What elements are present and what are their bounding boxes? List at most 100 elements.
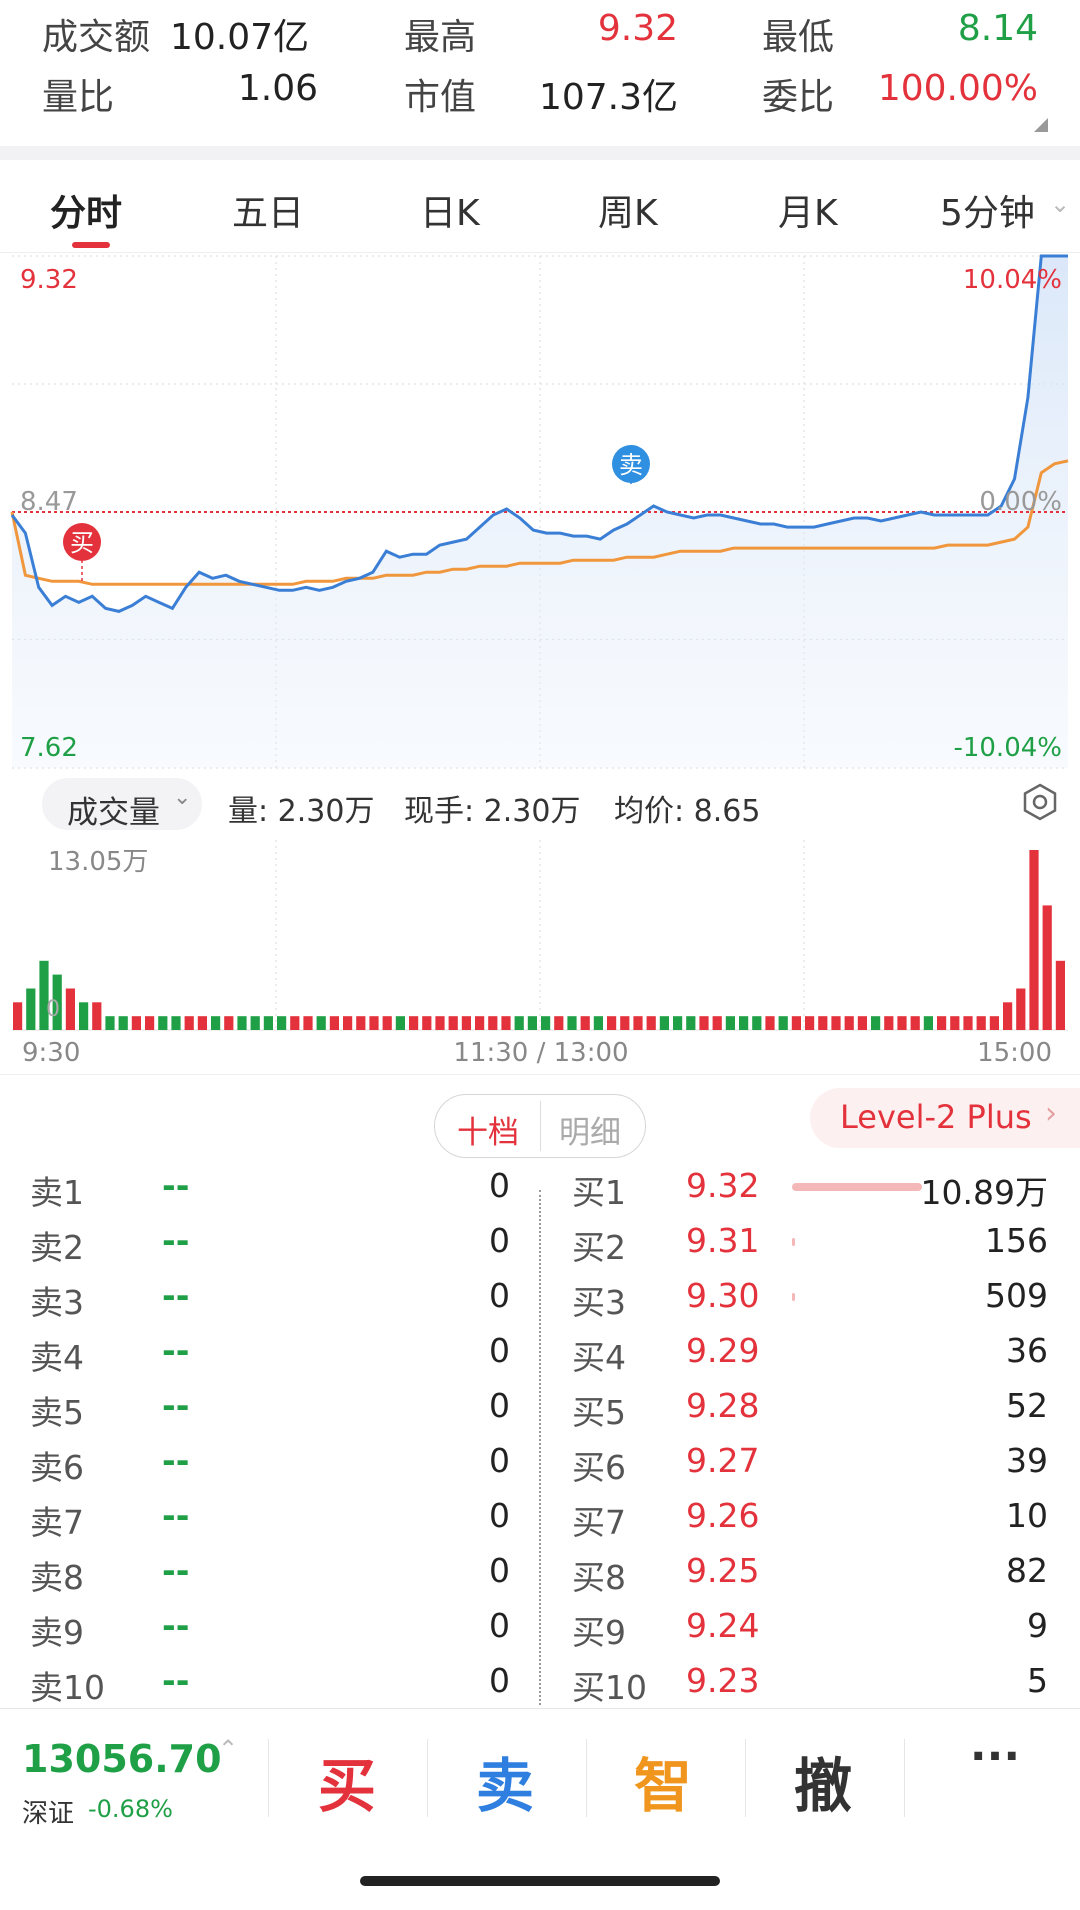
price-area-fill: [12, 256, 1068, 768]
volume-bar: [92, 1002, 102, 1030]
divider: [904, 1739, 905, 1817]
order-ratio-label: 委比: [762, 77, 835, 118]
high-label: 最高: [404, 17, 477, 58]
volume-bar: [224, 1016, 234, 1030]
market-cap-label: 市值: [404, 77, 477, 118]
tab-five-minute[interactable]: 5分钟: [940, 193, 1035, 234]
buy-level-price: 9.25: [686, 1551, 760, 1590]
volume-bar: [26, 988, 36, 1030]
divider: [427, 1739, 428, 1817]
volume-bar: [699, 1016, 709, 1030]
sell-level-qty: 0: [489, 1276, 510, 1315]
volume-bar: [976, 1016, 986, 1030]
chevron-down-icon: ⌄: [173, 785, 192, 810]
sell-level-label: 卖3: [30, 1283, 84, 1322]
sell-level-label: 卖5: [30, 1393, 84, 1432]
volume-bar: [303, 1016, 313, 1030]
buy-level-price: 9.26: [686, 1496, 760, 1535]
bottom-bar-divider: [0, 1708, 1080, 1709]
home-indicator: [360, 1876, 720, 1886]
orderbook-row: 卖6 -- 0 买6 9.27 39: [0, 1441, 1080, 1496]
buy-level-label: 买9: [572, 1613, 626, 1652]
volume-bar: [250, 1016, 260, 1030]
buy-level-qty: 10.89万: [920, 1173, 1048, 1212]
pct-low-label: -10.04%: [953, 733, 1062, 763]
volume-bar: [1042, 905, 1052, 1030]
volume-bar: [950, 1016, 960, 1030]
volume-bar: [105, 1016, 115, 1030]
tab-divider: [540, 1101, 541, 1151]
volume-bar: [461, 1016, 471, 1030]
sell-level-price: --: [162, 1606, 190, 1645]
tab-daily-k[interactable]: 日K: [420, 193, 480, 234]
sell-level-label: 卖7: [30, 1503, 84, 1542]
pct-reference-label: 0.00%: [979, 487, 1062, 517]
volume-chart[interactable]: 13.05万 0 9:30 11:30 / 13:00 15:00: [0, 836, 1080, 1066]
volume-bar: [593, 1016, 603, 1030]
y-axis-reference-label: 8.47: [20, 487, 78, 517]
avg-price-text: 均价: 8.65: [614, 794, 761, 829]
volume-bar: [857, 1016, 867, 1030]
expand-corner-icon[interactable]: [1034, 118, 1048, 132]
index-name: 深证: [22, 1799, 75, 1829]
tab-ten-levels[interactable]: 十档: [457, 1115, 519, 1151]
volume-bars: [13, 850, 1065, 1030]
intraday-price-chart[interactable]: 9.32 8.47 7.62 10.04% 0.00% -10.04% 买 卖: [0, 252, 1080, 770]
buy-level-label: 买5: [572, 1393, 626, 1432]
volume-bar: [818, 1016, 828, 1030]
sell-level-label: 卖2: [30, 1228, 84, 1267]
sell-level-price: --: [162, 1496, 190, 1535]
index-quote[interactable]: 13056.70 ⌃ 深证 -0.68%: [0, 1709, 265, 1849]
indicator-selector[interactable]: 成交量 ⌄: [42, 778, 202, 831]
bottom-action-bar: 13056.70 ⌃ 深证 -0.68% 买 卖 智 撤 ···: [0, 1709, 1080, 1849]
sell-button[interactable]: 卖: [475, 1752, 534, 1820]
tab-intraday[interactable]: 分时: [50, 193, 123, 234]
volume-bar: [79, 1002, 89, 1030]
sell-level-price: --: [162, 1551, 190, 1590]
volume-bar: [725, 1016, 735, 1030]
orderbook-row: 卖5 -- 0 买5 9.28 52: [0, 1386, 1080, 1441]
volume-bar: [475, 1016, 485, 1030]
tab-weekly-k[interactable]: 周K: [598, 193, 658, 234]
volume-bar: [131, 1016, 141, 1030]
sell-level-label: 卖1: [30, 1173, 84, 1212]
indicator-selector-label: 成交量: [67, 795, 160, 831]
buy-level-qty: 5: [1027, 1661, 1048, 1700]
volume-bar: [778, 1016, 788, 1030]
volume-bar: [435, 1016, 445, 1030]
sell-level-qty: 0: [489, 1606, 510, 1645]
more-button[interactable]: ···: [969, 1731, 1021, 1782]
settings-icon[interactable]: [1020, 782, 1060, 822]
tab-detail[interactable]: 明细: [559, 1115, 621, 1151]
orderbook-row: 卖8 -- 0 买8 9.25 82: [0, 1551, 1080, 1606]
volume-zero-label: 0: [46, 997, 60, 1022]
volume-bar: [329, 1016, 339, 1030]
orderbook-row: 卖9 -- 0 买9 9.24 9: [0, 1606, 1080, 1661]
cancel-order-button[interactable]: 撤: [793, 1752, 852, 1820]
buy-level-qty: 9: [1027, 1606, 1048, 1645]
volume-bar: [1029, 850, 1039, 1030]
orderbook-row: 卖2 -- 0 买2 9.31 156: [0, 1221, 1080, 1276]
volume-bar: [237, 1016, 247, 1030]
turnover-value: 10.07亿: [170, 17, 310, 58]
market-cap-value: 107.3亿: [538, 77, 678, 118]
sell-marker[interactable]: 卖: [612, 445, 650, 484]
volume-bar: [1003, 1002, 1013, 1030]
chevron-down-icon[interactable]: ⌄: [1050, 190, 1071, 218]
volume-bar: [607, 1016, 617, 1030]
smart-button[interactable]: 智: [633, 1752, 692, 1820]
level2-plus-button[interactable]: Level-2 Plus ›: [810, 1088, 1080, 1148]
volume-bar: [514, 1016, 524, 1030]
volume-bar: [923, 1016, 933, 1030]
sell-level-qty: 0: [489, 1221, 510, 1260]
volume-bar: [395, 1016, 405, 1030]
volume-header: 成交量 ⌄ 量: 2.30万 现手: 2.30万 均价: 8.65: [0, 770, 1080, 836]
volume-bar: [989, 1016, 999, 1030]
tab-five-day[interactable]: 五日: [232, 193, 305, 234]
sell-level-qty: 0: [489, 1331, 510, 1370]
buy-button[interactable]: 买: [317, 1752, 376, 1820]
tab-monthly-k[interactable]: 月K: [778, 193, 838, 234]
buy-marker[interactable]: 买: [63, 523, 101, 582]
time-mid-label: 11:30 / 13:00: [453, 1038, 628, 1066]
volume-bar: [871, 1016, 881, 1030]
